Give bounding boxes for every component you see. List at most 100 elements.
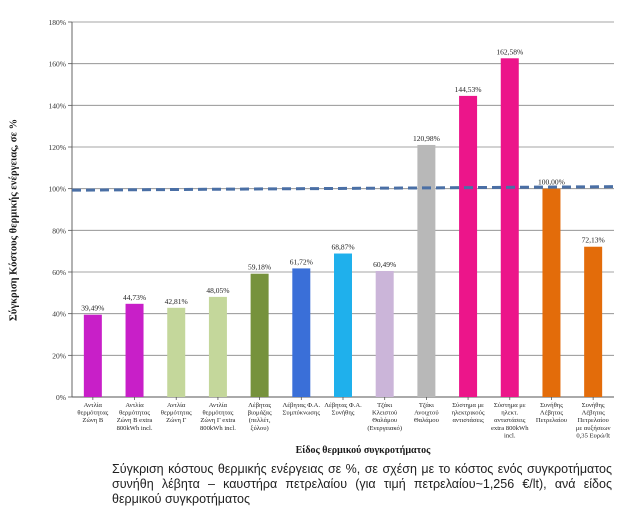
bar-value-label: 44,73% (123, 293, 146, 302)
x-category-label-line: Κλειστού (372, 410, 397, 417)
bar-value-label: 162,58% (496, 47, 523, 56)
x-category-label-line: Συνήθης (332, 410, 355, 417)
bar-value-label: 120,98% (413, 134, 440, 143)
bar (83, 314, 102, 397)
y-tick-label: 0% (56, 393, 66, 402)
x-category-label: Συνήθης Λέβητας Πετρελαίου με αυξήσεων 0,35 … (576, 402, 611, 439)
x-category-label-line: extra 800kWh (491, 425, 529, 432)
x-category-label-line: (πελλέτ, (249, 417, 271, 424)
x-category-label-line: Ζώνη Γ extra (200, 417, 235, 424)
bar-value-label: 72,13% (582, 236, 605, 245)
y-tick-label: 180% (49, 18, 67, 27)
x-category-label-line: Αντλία (84, 402, 103, 409)
x-category-label-line: Λέβητας (248, 402, 271, 409)
reference-line (71, 185, 615, 192)
x-category-label-line: 0,35 Ευρώ/lt (576, 432, 610, 439)
bar-value-label: 42,81% (165, 297, 188, 306)
x-category-label: Λέβητας Φ.Α. Συνήθης (324, 402, 362, 417)
x-category-label: Αντλία θερμότητας Ζώνη Γ (161, 402, 192, 424)
x-category-label-line: Σύστημα με (494, 402, 526, 409)
bar-value-label: 144,53% (455, 85, 482, 94)
x-axis-label: Είδος θερμικού συγκροτήματος (296, 444, 432, 455)
bar (500, 58, 519, 398)
bar-value-label: 68,87% (331, 243, 354, 252)
x-category-label-line: Αντλία (167, 402, 186, 409)
bar (250, 273, 269, 397)
x-category-label-line: Θαλάμου (414, 417, 439, 424)
y-tick-label: 20% (52, 351, 66, 360)
x-category-label-line: Ζώνη Β extra (117, 417, 153, 424)
bar (459, 95, 478, 397)
bar (542, 188, 561, 397)
x-category-label-line: Θαλάμου (372, 417, 397, 424)
x-category-label-line: Λέβητας Φ.Α. (324, 402, 362, 409)
x-category-label-line: αντιστάσεις (494, 417, 526, 424)
x-category-label: Σύστημα με ηλεκτ. αντιστάσεις extra 800kWh i… (491, 402, 529, 439)
x-category-label: Τζάκι Κλειστού Θαλάμου (Ενεργειακό) (367, 402, 402, 432)
bar (375, 270, 394, 397)
x-category-label-line: 800kWh incl. (200, 425, 236, 432)
x-category-label-line: Τζάκι (377, 402, 392, 409)
x-category-label-line: θερμότητας (161, 410, 192, 417)
y-tick-label: 120% (49, 143, 67, 152)
bar (208, 296, 227, 397)
x-category-label-line: Συμπύκνωσης (283, 410, 321, 417)
x-category-label: Συνήθης Λέβητας Πετρελαίου (536, 402, 567, 424)
x-category-label-line: ηλεκτ. (501, 410, 518, 417)
x-category-label-line: Συνήθης (540, 402, 563, 409)
y-tick-label: 100% (49, 185, 67, 194)
x-category-label: Αντλία θερμότητας Ζώνη Γ extra 800kWh incl. (200, 402, 236, 432)
bar-value-label: 100,00% (538, 178, 565, 187)
x-category-label-line: Τζάκι (419, 402, 434, 409)
y-tick-label: 160% (49, 60, 67, 69)
x-category-label-line: Ανοιχτού (414, 410, 438, 417)
bar-value-label: 60,49% (373, 260, 396, 269)
bar-value-label: 48,05% (206, 286, 229, 295)
x-category-label-line: Ζώνη Β (82, 417, 103, 424)
x-category-label-line: βιομάζας (248, 410, 272, 417)
x-category-label-line: Αντλία (209, 402, 228, 409)
bar (417, 144, 436, 397)
x-category-label: Λέβητας Φ.Α. Συμπύκνωσης (283, 402, 321, 417)
bar (292, 268, 311, 397)
x-category-label-line: αντιστάσεις (452, 417, 484, 424)
y-tick-label: 60% (52, 268, 66, 277)
x-category-label-line: Πετρελαίου (578, 417, 609, 424)
x-category-label-line: Λέβητας Φ.Α. (283, 402, 321, 409)
x-category-label: Λέβητας βιομάζας (πελλέτ, ξύλου) (248, 402, 272, 432)
y-tick-label: 40% (52, 310, 66, 319)
x-category-label-line: θερμότητας (77, 410, 108, 417)
x-category-label-line: Λέβητας (582, 410, 605, 417)
figure-caption: Σύγκριση κόστους θερμικής ενέργειας σε %… (112, 462, 612, 506)
x-category-label-line: Σύστημα με (452, 402, 484, 409)
x-category-label: Τζάκι Ανοιχτού Θαλάμου (414, 402, 439, 424)
x-category-label-line: Πετρελαίου (536, 417, 567, 424)
bar (584, 246, 603, 397)
bar-chart: 0% 20% 40% 60% 80% 100% 120% 140% 160% 180% 39,49… (49, 18, 615, 455)
bar (125, 303, 144, 397)
chart-bars (83, 58, 603, 398)
bar (334, 253, 352, 397)
x-category-label-line: ξύλου) (251, 425, 269, 432)
x-category-label-line: Ζώνη Γ (166, 417, 186, 424)
bar-value-label: 39,49% (81, 304, 104, 313)
bar-value-label: 59,18% (248, 263, 271, 272)
x-category-label-line: με αυξήσεων (576, 425, 611, 432)
x-category-label: Σύστημα με ηλεκτρικούς αντιστάσεις (452, 402, 485, 424)
y-tick-label: 140% (49, 101, 67, 110)
x-category-label-line: (Ενεργειακό) (367, 425, 402, 432)
x-category-label-line: 800kWh incl. (117, 425, 153, 432)
x-category-label-line: incl. (504, 432, 516, 439)
x-category-label: Αντλία θερμότητας Ζώνη Β extra 800kWh incl. (117, 402, 153, 432)
x-category-label-line: θερμότητας (202, 410, 233, 417)
x-category-label-line: ηλεκτρικούς (452, 410, 485, 417)
x-category-label: Αντλία θερμότητας Ζώνη Β (77, 402, 108, 424)
x-category-label-line: θερμότητας (119, 410, 150, 417)
y-axis-label: Σύγκριση Κόστους θερμικής ενέργειας, σε … (8, 118, 20, 322)
chart-reference-line-group (71, 185, 615, 192)
y-axis-label-container: Σύγκριση Κόστους θερμικής ενέργειας, σε … (2, 30, 26, 410)
y-tick-label: 80% (52, 226, 66, 235)
bar (167, 307, 186, 397)
x-category-label-line: Λέβητας (540, 410, 563, 417)
bar-value-label: 61,72% (290, 257, 313, 266)
